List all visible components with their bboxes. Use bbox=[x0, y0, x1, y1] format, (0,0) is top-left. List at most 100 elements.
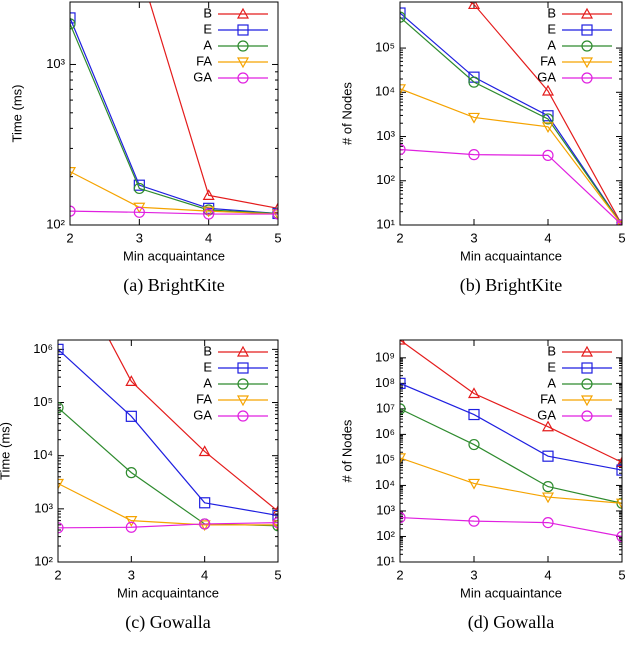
marker bbox=[542, 516, 554, 529]
x-tick-label: 2 bbox=[66, 230, 73, 245]
legend-label: FA bbox=[196, 53, 212, 68]
x-tick-label: 3 bbox=[136, 230, 143, 245]
x-tick-label: 2 bbox=[54, 567, 61, 582]
x-tick-label: 2 bbox=[396, 567, 403, 582]
y-tick-label: 10³ bbox=[46, 56, 65, 71]
marker bbox=[198, 445, 211, 457]
y-tick-label: 10² bbox=[376, 528, 395, 543]
plot-frame bbox=[399, 339, 623, 563]
marker bbox=[580, 395, 594, 407]
x-tick-label: 4 bbox=[201, 567, 208, 582]
marker bbox=[467, 112, 481, 124]
marker bbox=[468, 149, 480, 161]
plot-frame bbox=[399, 1, 623, 226]
x-axis-label: Min acquaintance bbox=[123, 248, 225, 263]
marker bbox=[125, 521, 137, 533]
y-tick-label: 10¹ bbox=[376, 553, 395, 568]
marker bbox=[400, 453, 407, 465]
marker bbox=[70, 167, 77, 178]
y-tick-label: 10⁴ bbox=[33, 447, 53, 462]
marker bbox=[616, 464, 622, 476]
marker bbox=[580, 7, 594, 19]
marker bbox=[468, 76, 480, 88]
series-line bbox=[108, 340, 278, 512]
series-line bbox=[400, 408, 622, 504]
marker bbox=[580, 57, 594, 69]
x-tick-label: 4 bbox=[205, 230, 212, 245]
marker bbox=[400, 403, 406, 415]
series-line bbox=[58, 407, 278, 527]
marker bbox=[615, 456, 622, 467]
y-tick-label: 10⁸ bbox=[375, 375, 395, 390]
series-line bbox=[400, 16, 622, 225]
marker bbox=[400, 511, 406, 524]
plot-area bbox=[400, 340, 622, 543]
marker bbox=[468, 408, 480, 421]
marker bbox=[236, 345, 250, 357]
caption: (b) BrightKite bbox=[460, 275, 562, 296]
marker bbox=[542, 113, 554, 125]
y-axis-label: # of Nodes bbox=[339, 82, 354, 145]
series-line bbox=[58, 482, 278, 526]
marker bbox=[53, 238, 63, 247]
marker bbox=[542, 450, 554, 462]
series-line bbox=[400, 88, 622, 225]
y-axis-label: Time (ms) bbox=[9, 84, 24, 142]
marker bbox=[125, 375, 138, 386]
plot-area bbox=[53, 238, 278, 534]
marker bbox=[400, 11, 406, 23]
x-tick-label: 3 bbox=[128, 567, 135, 582]
series-line bbox=[149, 2, 278, 209]
x-tick-label: 3 bbox=[470, 567, 477, 582]
legend-label: E bbox=[203, 359, 212, 374]
marker bbox=[236, 395, 250, 407]
x-tick-label: 5 bbox=[618, 567, 625, 582]
x-tick-label: 5 bbox=[274, 567, 281, 582]
x-tick-label: 3 bbox=[470, 230, 477, 245]
legend-label: A bbox=[203, 37, 212, 52]
marker bbox=[541, 420, 555, 432]
series-line bbox=[70, 210, 278, 215]
x-tick-label: 5 bbox=[618, 230, 625, 245]
marker bbox=[198, 520, 211, 532]
marker bbox=[236, 57, 250, 69]
marker bbox=[237, 72, 249, 84]
series-line bbox=[400, 382, 622, 471]
y-tick-label: 10² bbox=[46, 216, 65, 231]
series-line bbox=[58, 348, 278, 517]
y-tick-label: 10⁵ bbox=[375, 451, 395, 466]
series-line bbox=[400, 12, 622, 225]
legend-label: GA bbox=[193, 407, 212, 422]
marker bbox=[70, 18, 76, 30]
marker bbox=[272, 520, 278, 532]
marker bbox=[133, 179, 145, 191]
marker bbox=[580, 345, 594, 357]
legend-label: B bbox=[203, 343, 212, 358]
marker bbox=[58, 343, 64, 355]
marker bbox=[272, 208, 278, 220]
marker bbox=[541, 84, 555, 96]
y-tick-label: 10⁵ bbox=[33, 394, 53, 409]
marker bbox=[199, 497, 211, 509]
marker bbox=[542, 110, 554, 122]
series-line bbox=[70, 23, 278, 215]
y-tick-label: 10¹ bbox=[376, 216, 395, 231]
y-tick-label: 10⁷ bbox=[376, 400, 395, 415]
marker bbox=[272, 509, 278, 522]
legend-label: FA bbox=[196, 391, 212, 406]
x-axis-label: Min acquaintance bbox=[460, 248, 562, 263]
y-tick-label: 10³ bbox=[34, 500, 53, 515]
y-tick-label: 10⁴ bbox=[375, 477, 395, 492]
legend-label: E bbox=[547, 21, 556, 36]
y-tick-label: 10⁵ bbox=[375, 40, 395, 55]
marker bbox=[125, 467, 137, 479]
series-line bbox=[70, 17, 278, 215]
marker bbox=[581, 410, 593, 422]
marker bbox=[237, 362, 249, 374]
plot-area bbox=[400, 2, 622, 225]
y-tick-label: 10⁹ bbox=[375, 349, 395, 364]
legend-label: E bbox=[547, 359, 556, 374]
marker bbox=[581, 24, 593, 36]
series-line bbox=[70, 171, 278, 215]
y-tick-label: 10³ bbox=[376, 128, 395, 143]
